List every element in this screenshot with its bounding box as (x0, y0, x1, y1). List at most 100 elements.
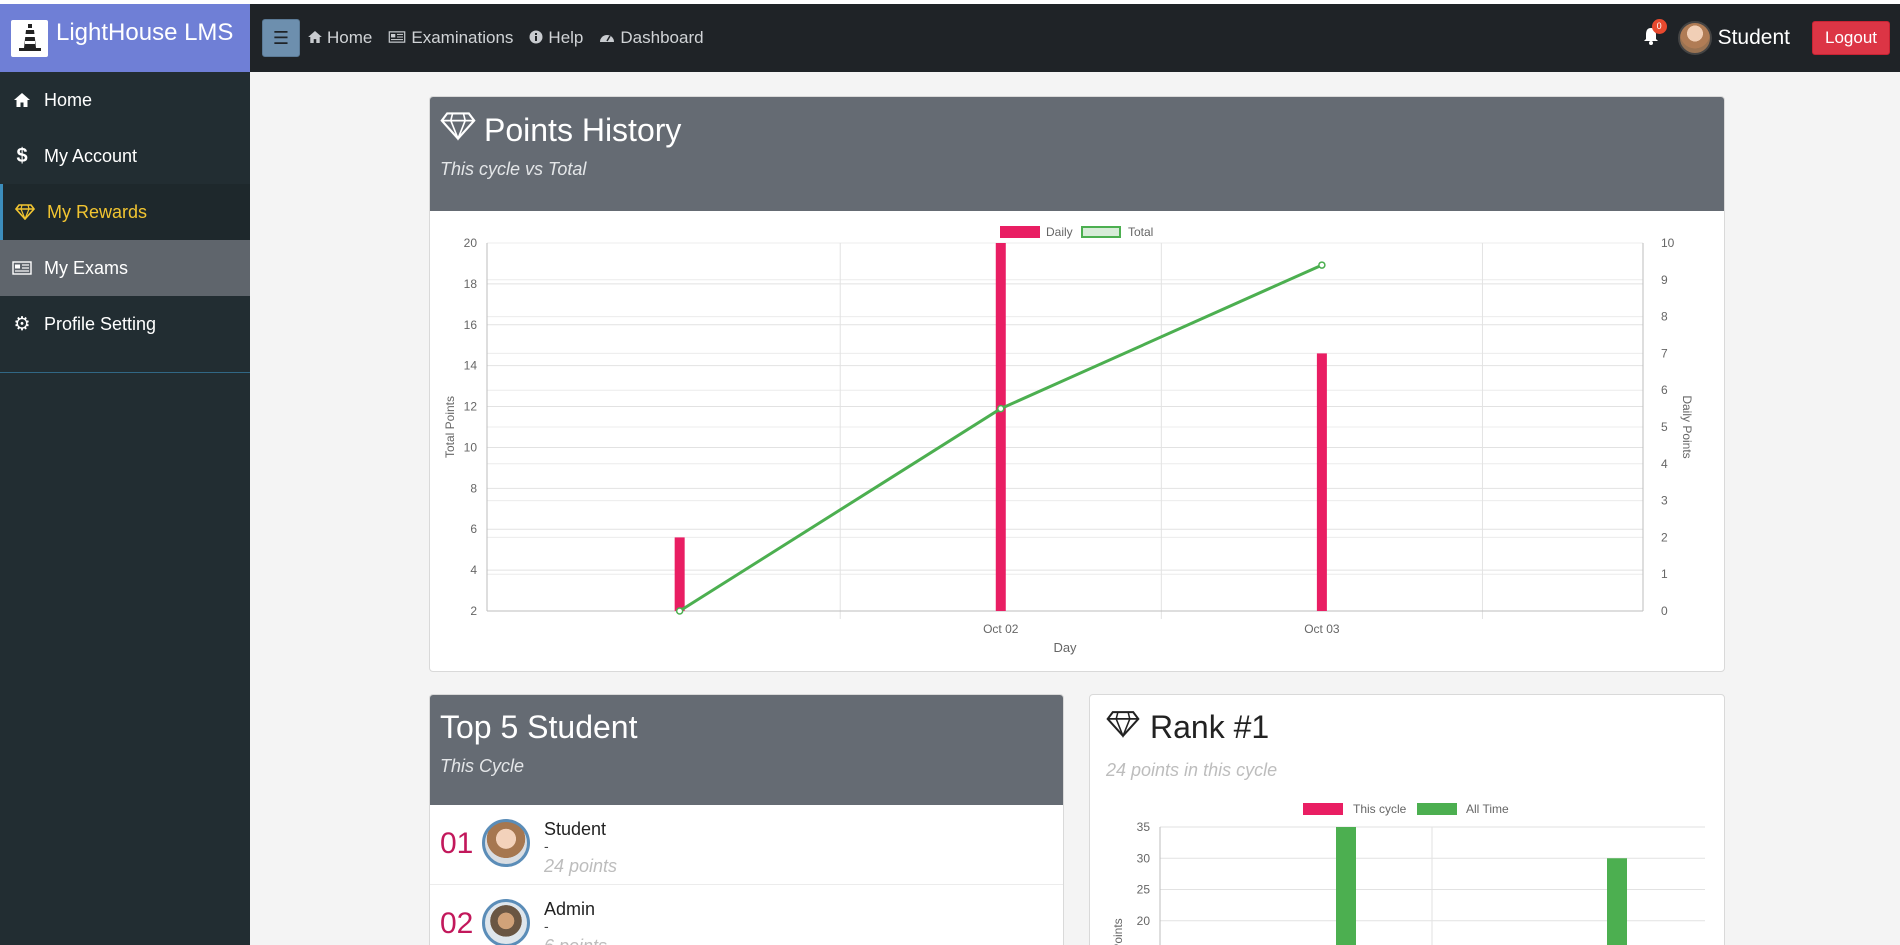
top5-header: Top 5 Student This Cycle (430, 695, 1063, 805)
sidebar-item-label: My Rewards (47, 201, 148, 222)
diamond-icon (440, 111, 476, 149)
y-tick-label-right: 8 (1661, 310, 1668, 324)
top5-subtitle: This Cycle (440, 756, 525, 776)
points-history-title: Points History (440, 111, 1714, 149)
y-axis-label-left: Total Points (443, 396, 457, 458)
sidebar-item-my-rewards[interactable]: My Rewards (0, 184, 250, 240)
header-nav-home[interactable]: Home (308, 28, 372, 48)
bar-all-time (1336, 827, 1356, 945)
y-tick-label-left: 14 (464, 359, 478, 373)
rank-header: Rank #1 24 points in this cycle (1090, 695, 1724, 795)
notifications-button[interactable]: 0 (1642, 18, 1667, 50)
legend-swatch-daily (1000, 226, 1040, 238)
header-nav-help[interactable]: Help (529, 28, 583, 48)
y-axis-label: Points (1111, 918, 1125, 945)
legend-label-total: Total (1128, 225, 1153, 239)
y-tick-label-right: 5 (1661, 420, 1668, 434)
y-tick-label-left: 2 (470, 604, 477, 618)
point-total (997, 404, 1005, 413)
sidebar-item-label: My Account (44, 145, 138, 166)
sidebar-item-my-exams[interactable]: My Exams (0, 240, 250, 296)
rank-subtitle: 24 points in this cycle (1106, 760, 1278, 780)
points-history-header: Points History This cycle vs Total (430, 97, 1724, 211)
sidebar: LightHouse LMS Home $ My Account My Rewa… (0, 4, 250, 945)
header-nav-examinations[interactable]: Examinations (388, 28, 513, 48)
legend-swatch-total (1081, 226, 1121, 238)
y-tick-label-right: 4 (1661, 457, 1668, 471)
student-detail: - (544, 838, 549, 854)
student-detail: - (544, 918, 549, 934)
sidebar-item-profile-setting[interactable]: ⚙ Profile Setting (0, 296, 250, 352)
y-tick-label-left: 18 (464, 277, 478, 291)
legend-label-daily: Daily (1046, 225, 1073, 239)
newspaper-icon (388, 30, 406, 46)
brand[interactable]: LightHouse LMS (0, 4, 250, 72)
header-nav: Home Examinations Help Dashboard (308, 28, 720, 48)
header-nav-label: Dashboard (620, 28, 704, 47)
y-tick-label-right: 6 (1661, 383, 1668, 397)
student-info: Student - 24 points (544, 819, 617, 877)
y-tick-label: 20 (1137, 914, 1151, 928)
sidebar-toggle-button[interactable]: ☰ (262, 19, 300, 57)
points-history-card: Points History This cycle vs Total Daily… (429, 96, 1725, 672)
sidebar-item-label: Home (44, 89, 93, 110)
student-points: 6 points (544, 936, 607, 945)
points-history-chart: Daily Total2468101214161820012345678910Oc… (443, 225, 1694, 655)
x-tick-label: Oct 03 (1304, 622, 1340, 636)
sidebar-divider (0, 372, 250, 373)
bar-daily (674, 537, 685, 611)
top-navbar: ☰ Home Examinations Help Dashboard (250, 4, 1900, 72)
gear-icon: ⚙ (13, 313, 31, 335)
bar-daily (995, 243, 1006, 611)
y-tick-label-left: 12 (464, 400, 478, 414)
y-tick-label-right: 3 (1661, 494, 1668, 508)
x-axis-label: Day (1053, 640, 1077, 655)
sidebar-item-home[interactable]: Home (0, 72, 250, 128)
x-tick-label: Oct 02 (983, 622, 1019, 636)
y-tick-label-left: 16 (464, 318, 478, 332)
lighthouse-logo-icon (11, 19, 48, 57)
sidebar-nav: Home $ My Account My Rewards My Exams ⚙ … (0, 72, 250, 352)
list-item[interactable]: 01 Student - 24 points (430, 805, 1063, 885)
newspaper-icon (10, 261, 34, 275)
point-total (1318, 261, 1326, 269)
top5-title: Top 5 Student (440, 709, 638, 745)
sidebar-item-my-account[interactable]: $ My Account (0, 128, 250, 184)
point-total (675, 607, 684, 615)
y-tick-label-right: 9 (1661, 273, 1668, 287)
legend-swatch-this-cycle (1303, 803, 1343, 815)
diamond-icon (13, 204, 37, 220)
legend-label-this-cycle: This cycle (1353, 802, 1407, 816)
student-name: Admin (544, 899, 596, 919)
student-avatar (482, 819, 530, 867)
info-icon (529, 30, 543, 47)
rank-title-text: Rank #1 (1150, 709, 1270, 745)
logout-button[interactable]: Logout (1812, 21, 1890, 55)
y-tick-label-right: 0 (1661, 604, 1668, 618)
bar-daily (1316, 353, 1327, 611)
header-nav-label: Help (548, 28, 584, 47)
y-axis-label-right: Daily Points (1680, 395, 1694, 458)
y-tick-label-right: 7 (1661, 346, 1668, 360)
y-tick-label-right: 1 (1661, 567, 1668, 581)
points-history-subtitle: This cycle vs Total (440, 159, 587, 179)
points-history-title-text: Points History (484, 111, 682, 148)
legend-label-all-time: All Time (1466, 802, 1509, 816)
student-name: Student (544, 819, 607, 839)
y-tick-label-right: 2 (1661, 530, 1668, 544)
user-avatar[interactable] (1677, 21, 1712, 55)
header-right: 0 Student Logout (1642, 18, 1900, 55)
top-strip (0, 0, 1900, 4)
rank-number: 02 (440, 907, 474, 940)
hamburger-icon: ☰ (272, 27, 290, 48)
list-item[interactable]: 02 Admin - 6 points (430, 885, 1063, 945)
rank-card: Rank #1 24 points in this cycle This cyc… (1089, 694, 1725, 945)
rank-number: 01 (440, 827, 474, 860)
header-nav-dashboard[interactable]: Dashboard (599, 28, 704, 48)
user-name[interactable]: Student (1717, 26, 1790, 49)
y-tick-label: 35 (1137, 820, 1151, 834)
sidebar-item-label: My Exams (44, 257, 129, 278)
top5-card: Top 5 Student This Cycle 01 Student - 24… (429, 694, 1064, 945)
home-icon (10, 93, 34, 107)
